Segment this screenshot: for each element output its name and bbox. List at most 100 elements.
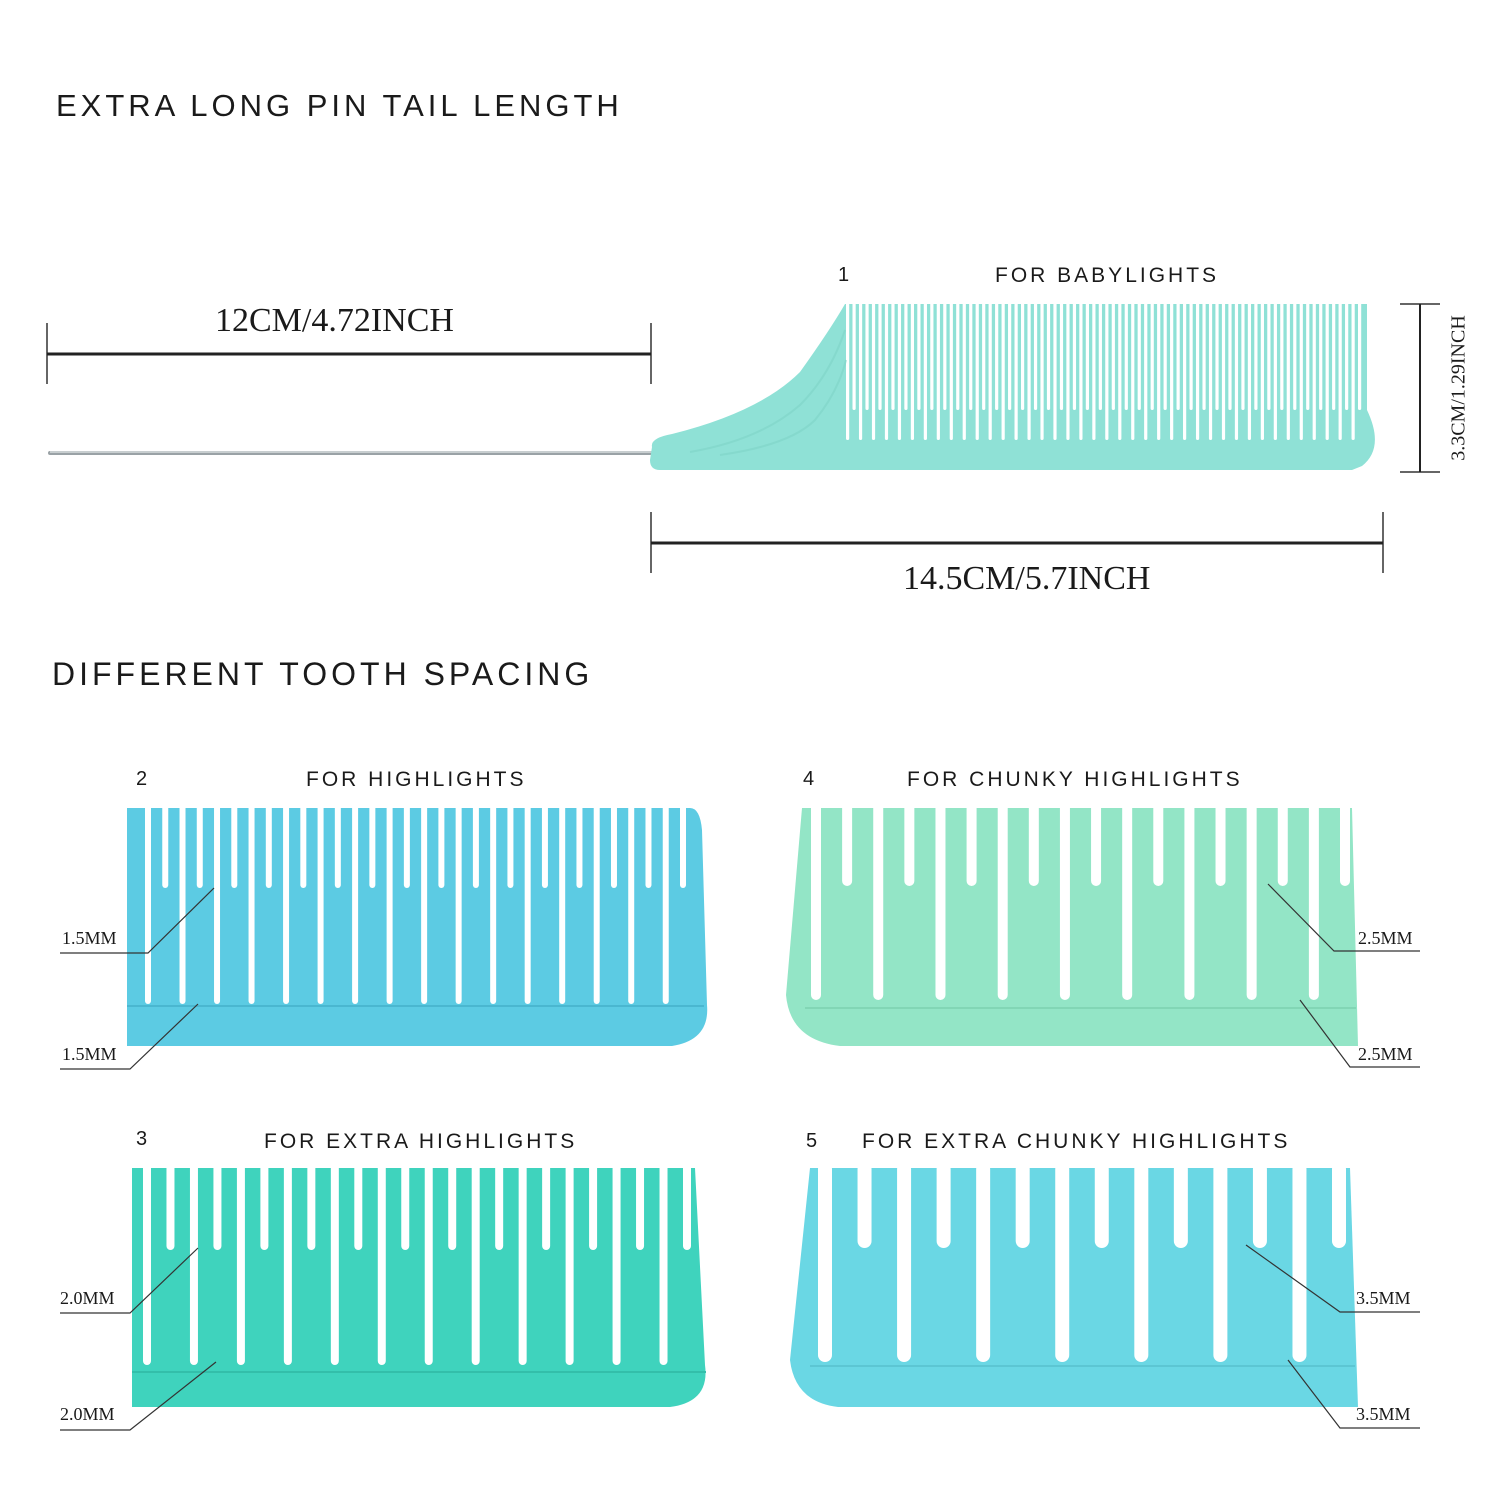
- tooth-gap: [559, 802, 566, 1004]
- tooth-gap: [1124, 300, 1128, 410]
- tooth-gap: [542, 1162, 551, 1250]
- tooth-gap: [576, 802, 583, 888]
- tooth-gap: [1053, 300, 1057, 440]
- tooth-gap: [865, 300, 869, 410]
- tooth-gap: [1332, 300, 1336, 410]
- tooth-gap: [438, 802, 445, 888]
- tooth-gap: [330, 1162, 339, 1365]
- comb-1-title: FOR BABYLIGHTS: [995, 264, 1220, 287]
- tooth-gap: [448, 1162, 457, 1250]
- tooth-gap: [1213, 1162, 1228, 1362]
- tooth-gap: [897, 1162, 912, 1362]
- tooth-gap: [1208, 300, 1213, 440]
- tooth-gap: [1122, 802, 1133, 1000]
- tooth-gap: [936, 1162, 951, 1248]
- tooth-gap: [1260, 300, 1264, 440]
- tooth-gap: [1183, 300, 1187, 440]
- tooth-gap: [213, 1162, 222, 1250]
- tooth-gap: [1118, 300, 1122, 440]
- tooth-gap: [1091, 802, 1102, 886]
- tooth-gap: [1176, 300, 1180, 410]
- tooth-gap: [683, 1162, 691, 1250]
- tooth-gap: [1008, 300, 1012, 410]
- tooth-gap: [455, 802, 462, 1004]
- tooth-gap: [317, 802, 324, 1004]
- tooth-gap: [283, 802, 290, 1004]
- tooth-gap: [1234, 300, 1239, 440]
- comb-2-spacing-upper: 1.5MM: [62, 928, 117, 948]
- tooth-gap: [283, 1162, 292, 1365]
- tooth-gap: [162, 802, 169, 888]
- tooth-gap: [265, 802, 272, 888]
- tooth-gap: [923, 300, 927, 440]
- tooth-gap: [1215, 300, 1219, 410]
- tooth-gap: [377, 1162, 386, 1365]
- tooth-gap: [878, 300, 882, 410]
- tooth-gap: [1221, 300, 1226, 440]
- tooth-gap: [1040, 300, 1044, 440]
- tooth-gap: [982, 300, 986, 410]
- tooth-gap: [524, 802, 531, 1004]
- tooth-gap: [988, 300, 992, 440]
- tooth-gap: [852, 300, 856, 410]
- comb-5-spacing-upper: 3.5MM: [1356, 1288, 1411, 1308]
- tooth-gap: [1215, 802, 1226, 886]
- tooth-gap: [628, 802, 635, 1004]
- tooth-gap: [1092, 300, 1096, 440]
- comb-3-number: 3: [136, 1128, 151, 1150]
- tooth-gap: [943, 300, 947, 410]
- tooth-gap: [260, 1162, 269, 1250]
- tooth-gap: [507, 802, 514, 888]
- tooth-gap: [1028, 802, 1039, 886]
- tooth-gap: [1094, 1162, 1109, 1248]
- tooth-gap: [995, 300, 999, 410]
- tooth-gap: [680, 802, 686, 888]
- comb-3-spacing-lower: 2.0MM: [60, 1404, 115, 1424]
- tooth-gap: [179, 802, 186, 1004]
- tooth-gap: [593, 802, 600, 1004]
- tooth-gap: [1340, 802, 1350, 886]
- tooth-gap: [401, 1162, 410, 1250]
- tooth-gap: [1267, 300, 1271, 410]
- tooth-gap: [1195, 300, 1200, 440]
- comb-4-spacing-lower: 2.5MM: [1358, 1044, 1413, 1064]
- tooth-gap: [610, 802, 617, 888]
- tooth-gap: [1345, 300, 1349, 410]
- tooth-gap: [369, 802, 376, 888]
- tooth-gap: [1153, 802, 1164, 886]
- tooth-gap: [949, 300, 953, 440]
- tooth-gap: [969, 300, 973, 410]
- comb-3-spacing-upper: 2.0MM: [60, 1288, 115, 1308]
- tooth-gap: [1308, 802, 1319, 1000]
- tooth-spacing-heading: DIFFERENT TOOTH SPACING: [52, 656, 594, 692]
- tooth-gap: [541, 802, 548, 888]
- tooth-gap: [1020, 300, 1025, 410]
- pin-tail-heading: EXTRA LONG PIN TAIL LENGTH: [56, 88, 623, 123]
- tooth-gap: [1072, 300, 1077, 410]
- comb-2-number: 2: [136, 768, 151, 790]
- tooth-gap: [1299, 300, 1303, 440]
- tooth-gap: [248, 802, 255, 1004]
- tooth-gap: [214, 802, 221, 1004]
- tooth-gap: [1319, 300, 1323, 410]
- tail-length-label: 12CM/4.72INCH: [215, 302, 454, 339]
- tooth-gap: [1079, 300, 1083, 440]
- tooth-gap: [352, 802, 359, 1004]
- tooth-gap: [1170, 300, 1174, 440]
- comb-2-title: FOR HIGHLIGHTS: [306, 768, 527, 791]
- tooth-gap: [1252, 1162, 1267, 1248]
- tooth-gap: [143, 1162, 151, 1365]
- comb-5-spacing-lower: 3.5MM: [1356, 1404, 1411, 1424]
- tooth-gap: [1134, 1162, 1149, 1362]
- tooth-gap: [1131, 300, 1135, 440]
- tooth-gap: [1312, 300, 1316, 440]
- tooth-gap: [1085, 300, 1089, 410]
- tooth-gap: [1015, 1162, 1030, 1248]
- tooth-gap: [1351, 300, 1355, 440]
- tooth-gap: [966, 802, 977, 886]
- tooth-gap: [873, 802, 884, 1000]
- tooth-gap: [403, 802, 410, 888]
- comb-4-number: 4: [803, 768, 818, 790]
